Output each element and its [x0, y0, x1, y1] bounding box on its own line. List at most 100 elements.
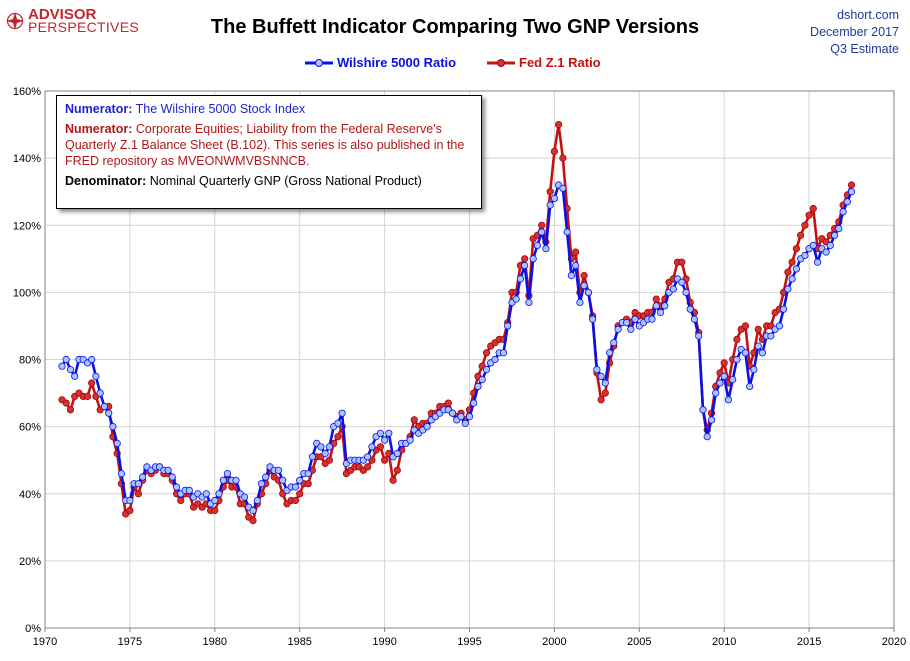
- x-tick-label: 1985: [287, 636, 311, 648]
- data-point-wilshire: [406, 436, 414, 444]
- y-tick-label: 140%: [13, 153, 41, 165]
- data-point-fed: [177, 496, 185, 505]
- data-point-wilshire: [525, 298, 533, 306]
- axes: 0% 20% 40% 60% 80% 100% 120% 140% 160% 1970 1975 19…: [13, 86, 906, 648]
- data-point-wilshire: [686, 305, 694, 313]
- data-point-wilshire: [211, 496, 219, 505]
- data-point-fed: [482, 349, 491, 357]
- data-point-fed: [376, 443, 384, 451]
- data-point-fed: [550, 147, 559, 155]
- data-point-wilshire: [724, 396, 733, 404]
- logo-text-perspectives: PERSPECTIVES: [28, 19, 139, 35]
- data-point-wilshire: [830, 231, 839, 239]
- data-point-wilshire: [571, 261, 580, 270]
- data-point-wilshire: [58, 362, 66, 370]
- data-point-wilshire: [741, 349, 750, 357]
- data-point-wilshire: [550, 194, 559, 202]
- data-point-fed: [291, 496, 300, 505]
- data-point-wilshire: [512, 295, 520, 303]
- x-tick-label: 2000: [542, 636, 566, 648]
- data-point-wilshire: [712, 389, 720, 397]
- y-tick-label: 40%: [19, 489, 41, 501]
- data-point-wilshire: [393, 449, 401, 458]
- data-point-wilshire: [334, 419, 342, 427]
- data-point-wilshire: [648, 315, 656, 323]
- data-point-wilshire: [457, 412, 465, 421]
- note-denominator: Denominator: Nominal Quarterly GNP (Gros…: [65, 173, 473, 189]
- data-point-wilshire: [720, 372, 728, 380]
- data-point-fed: [393, 466, 401, 474]
- data-point-wilshire: [321, 449, 329, 458]
- data-point-fed: [720, 359, 728, 367]
- data-point-wilshire: [843, 198, 851, 206]
- x-tick-label: 1995: [457, 636, 481, 648]
- data-point-fed: [805, 211, 813, 219]
- x-tick-label: 1975: [118, 636, 142, 648]
- data-point-wilshire: [588, 315, 597, 323]
- data-point-fed: [580, 271, 588, 280]
- x-tick-label: 1970: [33, 636, 57, 648]
- data-point-fed: [652, 295, 660, 303]
- data-point-fed: [741, 322, 750, 330]
- data-point-wilshire: [448, 409, 457, 417]
- data-point-wilshire: [215, 490, 223, 498]
- data-point-fed: [809, 204, 817, 213]
- data-point-wilshire: [380, 436, 389, 444]
- data-point-wilshire: [363, 453, 372, 461]
- data-point-wilshire: [317, 443, 325, 451]
- data-point-wilshire: [559, 184, 567, 192]
- data-point-wilshire: [96, 389, 104, 397]
- data-point-wilshire: [631, 315, 639, 323]
- data-point-wilshire: [504, 322, 512, 330]
- data-point-fed: [601, 389, 609, 397]
- data-point-wilshire: [232, 476, 240, 484]
- legend-entry-wilshire: Wilshire 5000 Ratio: [305, 55, 456, 70]
- data-point-wilshire: [703, 433, 711, 441]
- data-point-wilshire: [605, 349, 614, 357]
- data-point-wilshire: [478, 375, 486, 384]
- chart-legend: Wilshire 5000 Ratio Fed Z.1 Ratio: [305, 55, 601, 70]
- data-point-wilshire: [716, 379, 724, 387]
- note-text: Nominal Quarterly GNP (Gross National Pr…: [146, 174, 422, 188]
- y-tick-label: 60%: [19, 422, 41, 434]
- legend-entry-fed: Fed Z.1 Ratio: [487, 55, 601, 70]
- data-point-wilshire: [100, 402, 109, 411]
- data-point-wilshire: [580, 282, 588, 290]
- data-point-wilshire: [168, 473, 176, 481]
- data-point-fed: [88, 379, 96, 387]
- data-point-wilshire: [117, 469, 126, 478]
- data-point-wilshire: [546, 201, 554, 209]
- data-point-wilshire: [376, 429, 384, 437]
- data-point-wilshire: [308, 453, 316, 461]
- data-point-wilshire: [470, 399, 478, 407]
- data-point-wilshire: [257, 480, 266, 488]
- data-point-wilshire: [66, 365, 75, 374]
- data-point-wilshire: [533, 241, 542, 249]
- data-point-wilshire: [779, 305, 788, 313]
- data-point-fed: [380, 456, 389, 464]
- data-point-wilshire: [835, 225, 843, 233]
- data-point-wilshire: [652, 302, 660, 310]
- data-point-wilshire: [202, 490, 210, 498]
- data-point-fed: [304, 480, 312, 488]
- data-point-wilshire: [733, 355, 741, 364]
- data-point-wilshire: [423, 422, 431, 431]
- compass-icon: [6, 12, 24, 30]
- data-point-fed: [134, 490, 142, 498]
- data-point-wilshire: [593, 365, 601, 374]
- source-date: December 2017: [810, 25, 899, 39]
- data-point-wilshire: [661, 302, 669, 310]
- data-point-wilshire: [274, 466, 283, 474]
- data-point-wilshire: [542, 245, 550, 253]
- data-point-fed: [597, 396, 605, 404]
- data-point-wilshire: [126, 496, 134, 505]
- data-point-wilshire: [134, 480, 142, 488]
- advisor-perspectives-logo: ADVISOR PERSPECTIVES: [6, 6, 139, 35]
- data-point-wilshire: [249, 506, 257, 515]
- data-point-wilshire: [792, 265, 801, 273]
- data-point-fed: [754, 325, 762, 333]
- y-tick-label: 20%: [19, 556, 41, 568]
- note-text: The Wilshire 5000 Stock Index: [132, 102, 306, 116]
- y-tick-label: 100%: [13, 287, 41, 299]
- note-label: Numerator:: [65, 122, 133, 136]
